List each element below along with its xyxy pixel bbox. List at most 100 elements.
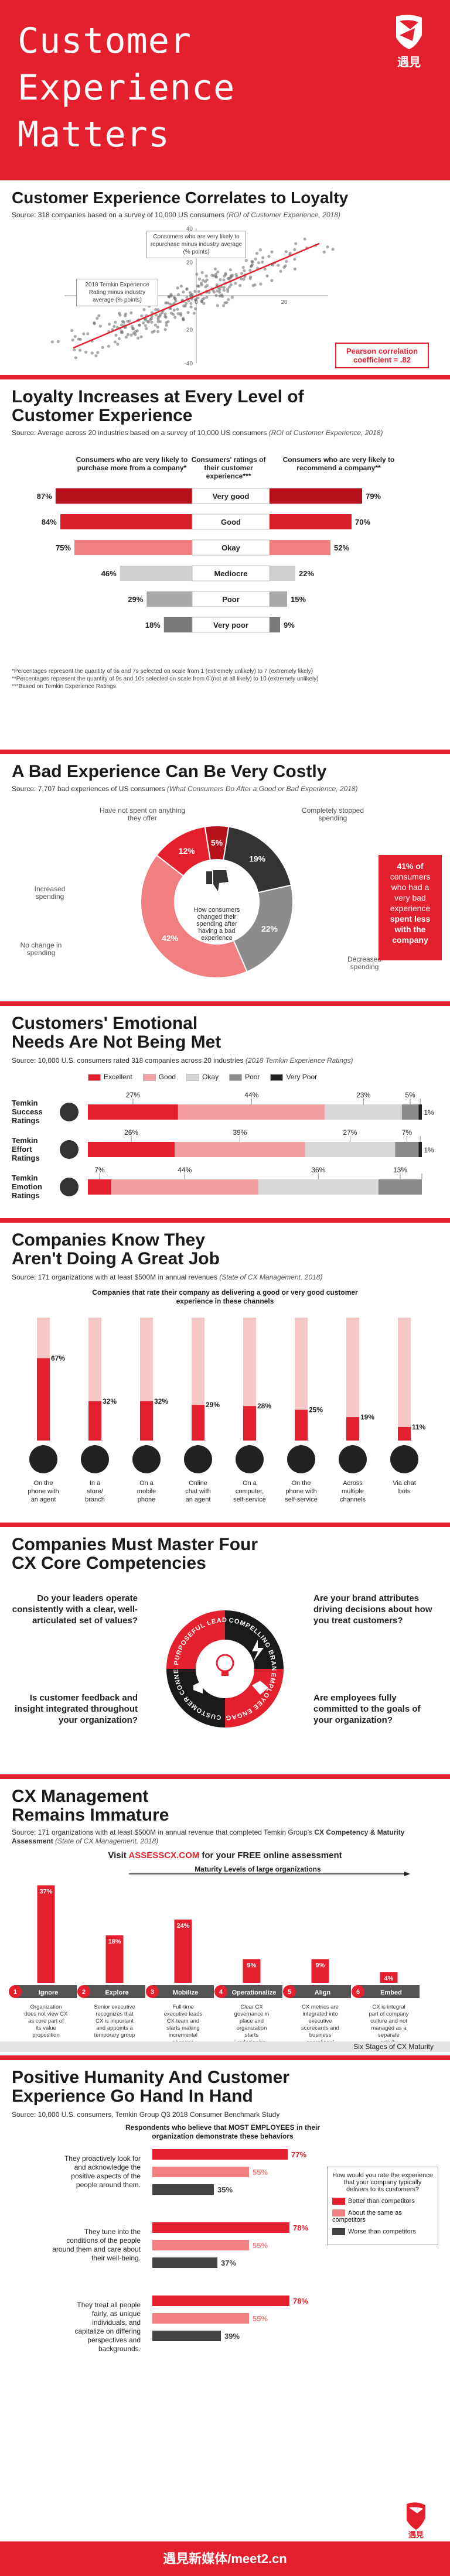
value-label: 46% [101,569,117,578]
category-cell [192,514,270,530]
behavior-label: They tune into the [84,2228,141,2236]
scatter-point [200,283,203,287]
stage-description: scorecards and [301,2025,339,2031]
scatter-point [107,323,111,326]
bar-value-label: 11% [412,1423,426,1431]
stacked-segment [395,1142,419,1157]
slice-value-label: 42% [162,933,179,943]
scatter-point [154,308,158,312]
stacked-segment [258,1179,379,1195]
bar-value-label: 78% [293,2297,308,2305]
channel-chart-title: Companies that rate their company as del… [92,1288,358,1305]
stage-number: 1 [13,1989,17,1996]
scatter-point [129,311,133,314]
stacked-segment [305,1142,396,1157]
scatter-point [270,250,274,254]
segment-value-label: 39% [233,1128,247,1137]
row-label: Temkin [12,1099,38,1107]
scatter-point [164,316,168,319]
scatter-point [284,250,288,254]
assessment-link[interactable]: ASSESSCX.COM [128,1850,200,1860]
scatter-point [179,284,183,288]
section-title: CX Management Remains Immature [12,1787,169,1825]
channel-label: Online [189,1480,207,1487]
stage-description: CX team and [167,2018,199,2024]
section-source: Source: 318 companies based on a survey … [12,211,340,219]
channel-bar [88,1401,101,1441]
scatter-point [261,260,264,264]
bar-value-label: 18% [108,1938,121,1945]
stacked-segment [88,1104,178,1120]
label-not-spent: Have not spent on anything they offer [99,806,186,822]
scatter-point [113,340,117,344]
scatter-point [202,302,206,305]
scatter-point [303,237,306,241]
row-label: Ratings [12,1116,40,1125]
behavior-label: people around them. [76,2181,141,2189]
channel-label: self-service [285,1496,318,1503]
scatter-point [182,304,186,308]
legend-item: Okay [186,1073,219,1081]
footnotes: *Percentages represent the quantity of 6… [12,668,319,690]
scatter-point [101,345,104,350]
thumbs-down-icon [206,870,229,891]
scatter-point [145,327,148,330]
bar-value-label: 4% [384,1975,394,1982]
stage-description: its value [36,2025,56,2031]
channel-icon [132,1445,161,1473]
channel-label: phone with [28,1488,59,1495]
scatter-point [189,305,193,309]
channel-label: phone with [285,1488,316,1495]
channel-bar [398,1426,411,1441]
legend-swatch [332,2228,345,2236]
scatter-point [156,308,160,312]
bar-value-label: 37% [39,1889,52,1896]
stage-description: recognizes that [96,2011,134,2017]
bar-recommend [270,514,352,529]
channel-label: an agent [186,1496,211,1503]
stage-number: 5 [288,1989,291,1996]
value-label: 18% [145,621,161,630]
scatter-point [176,307,179,311]
scatter-point [79,337,82,341]
scatter-point [218,290,221,294]
maturity-bar [380,1972,398,1983]
bar-purchase-more [74,540,192,555]
legend-item: Poor [229,1073,260,1081]
behavior-bar [152,2167,249,2177]
stacked-segment [325,1104,402,1120]
scatter-point [71,338,74,342]
stage-number-badge [214,1985,227,1998]
stage-description: proposition [32,2032,59,2038]
scatter-point [120,323,124,327]
scatter-point [293,267,297,271]
scatter-point [185,302,188,305]
row-label: Emotion [12,1182,42,1191]
channel-bar [295,1410,308,1441]
behavior-bar [152,2331,221,2341]
category-cell [192,539,270,556]
segment-value-label: 44% [244,1091,258,1099]
stage-description: governance in [234,2011,270,2017]
scatter-point [216,289,219,293]
humanity-chart-title: Respondents who believe that MOST EMPLOY… [125,2123,321,2140]
value-label: 29% [128,595,143,604]
channel-bar [192,1405,204,1441]
arrow-head [404,1872,410,1876]
maturity-bar [243,1959,261,1983]
behavior-label: fairly, as unique [92,2310,141,2318]
scatter-point [126,333,130,336]
channel-icon [287,1445,315,1473]
legend-items: Better than competitors About the same as… [332,2198,433,2236]
bar-value-label: 77% [291,2150,306,2159]
stage-name: Embed [380,1989,402,1996]
lightbulb-icon [216,1654,234,1676]
stacked-segment [88,1142,175,1157]
behavior-label: perspectives and [87,2336,141,2344]
segment-value-label: 36% [311,1166,325,1174]
segment-value-label: 7% [402,1128,412,1137]
scatter-point [201,279,205,282]
scatter-point [131,327,135,330]
section-humanity: Positive Humanity And Customer Experience… [0,2055,450,2541]
